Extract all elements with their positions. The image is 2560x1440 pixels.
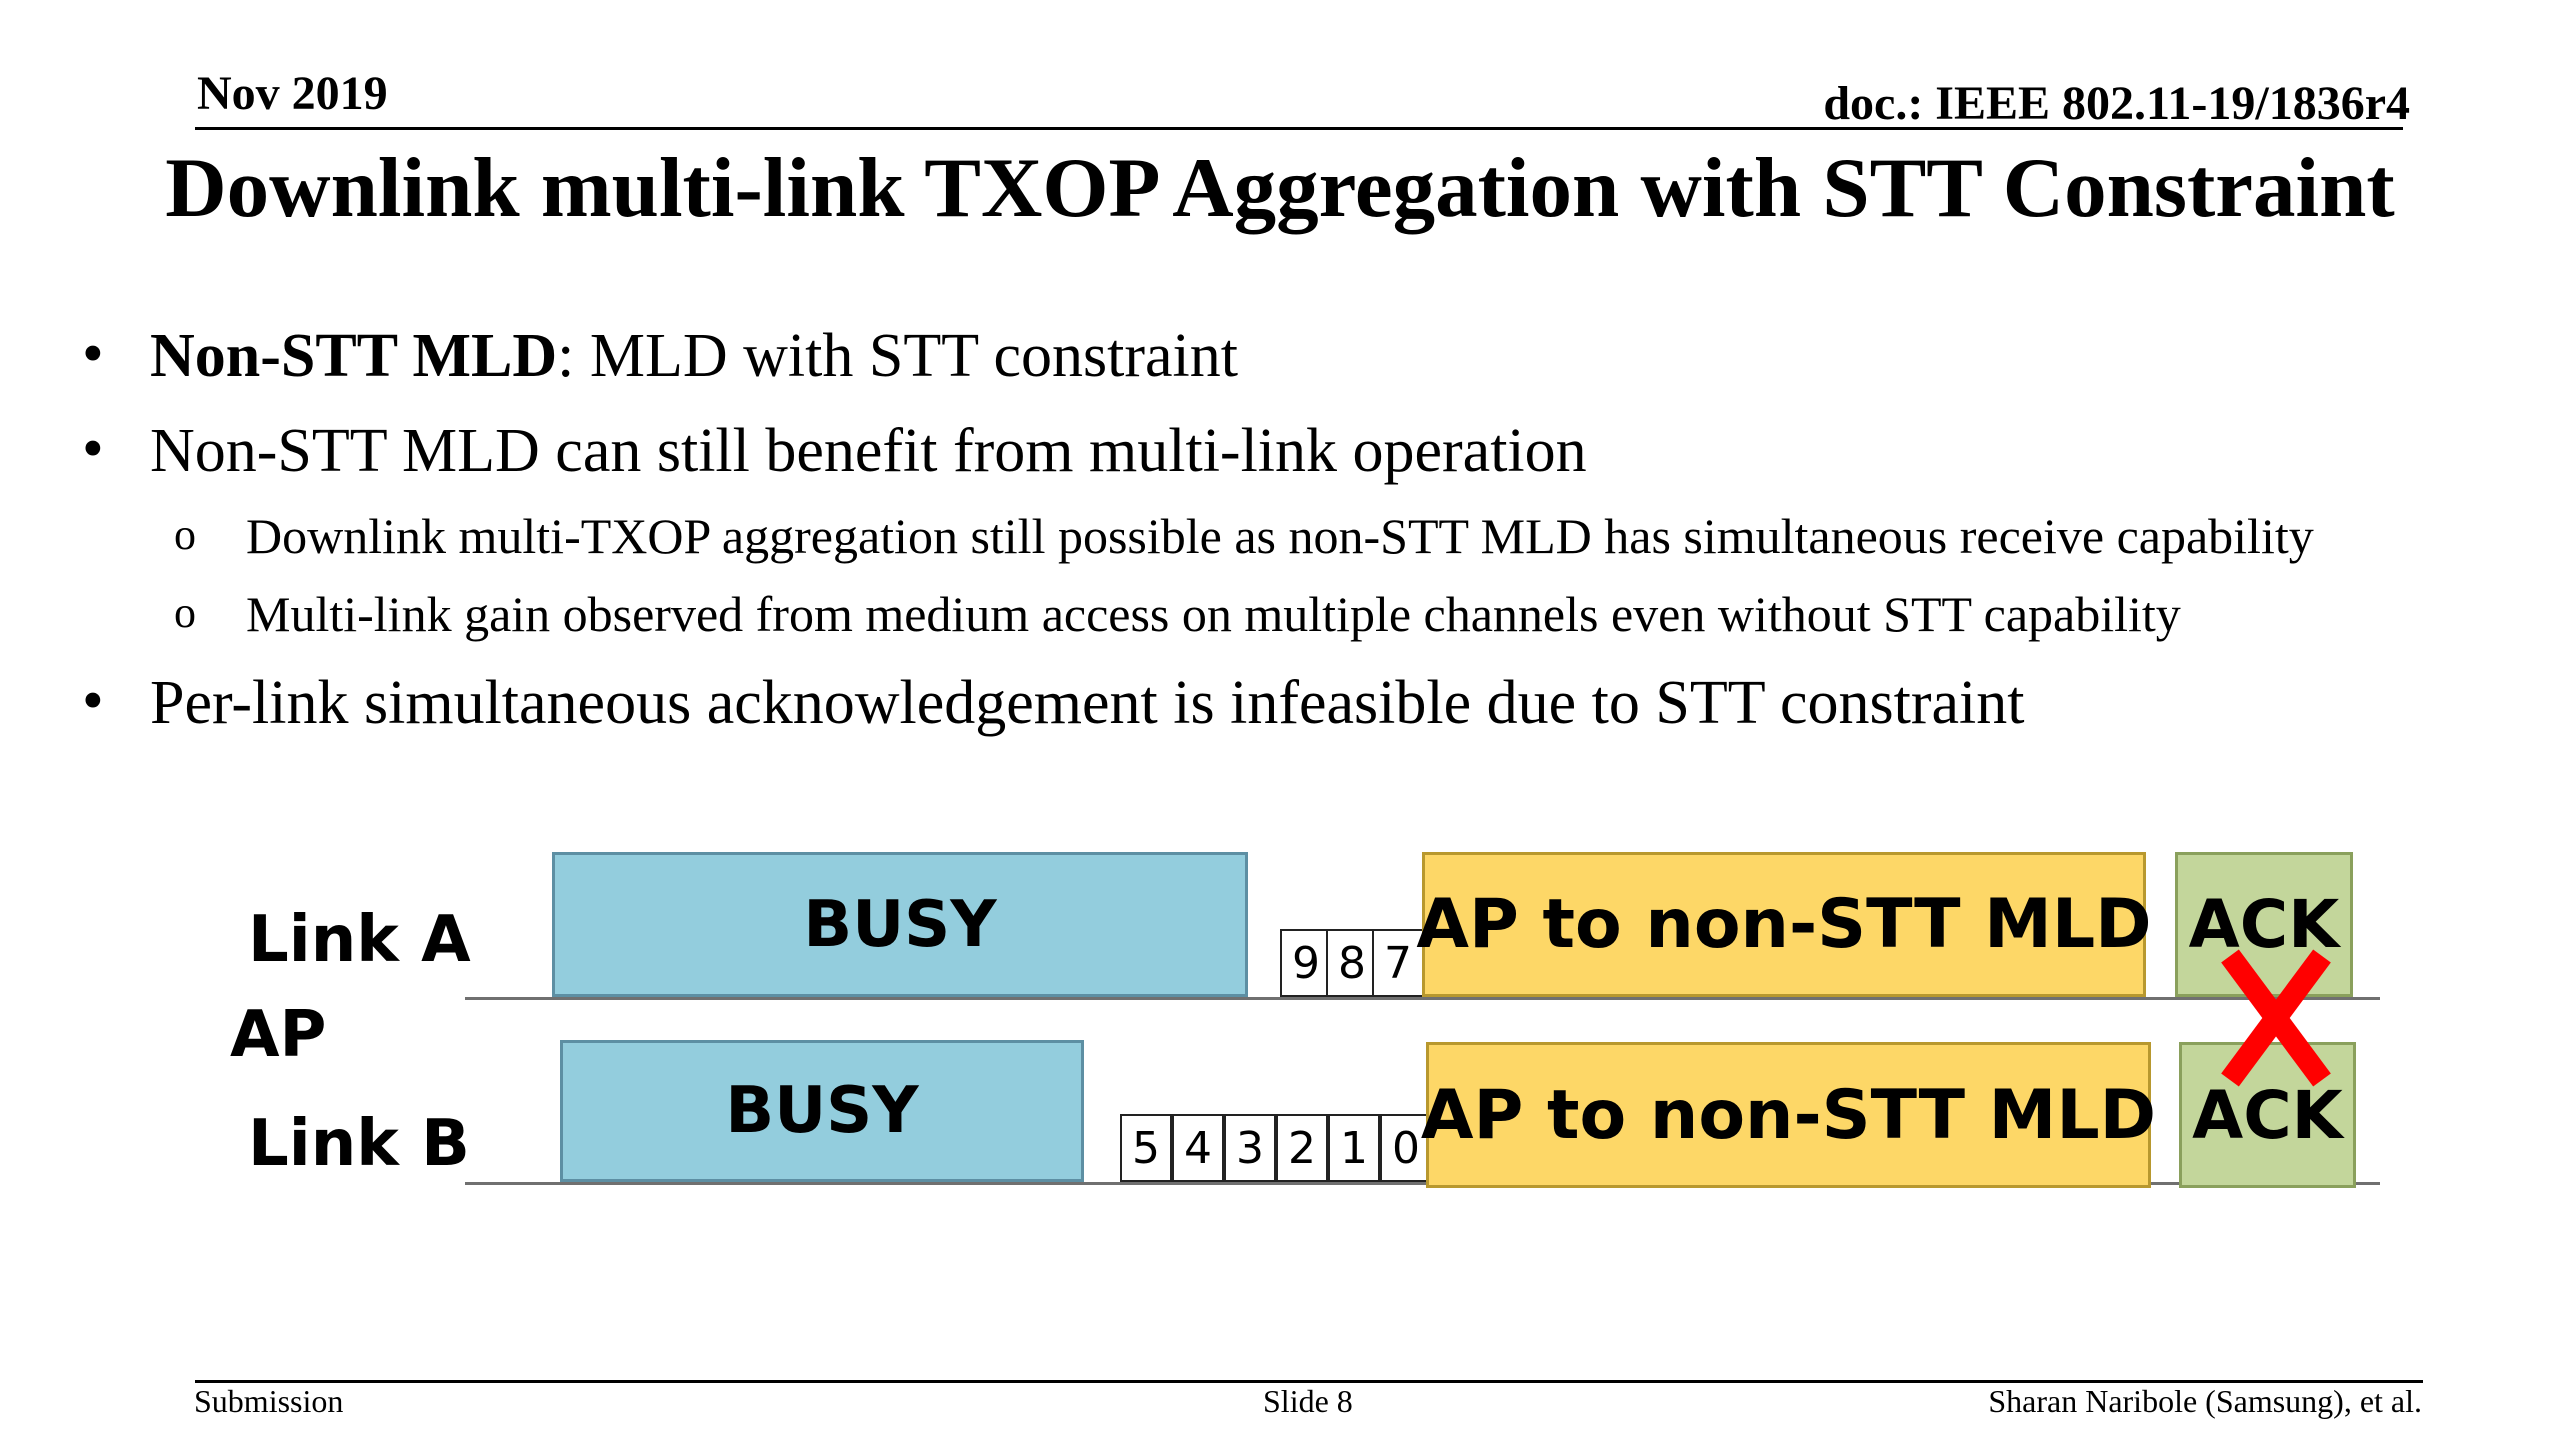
link-b-backoff-slot: 0: [1380, 1114, 1432, 1182]
footer-divider: [195, 1380, 2423, 1383]
ap-label: AP: [230, 998, 327, 1072]
header-date: Nov 2019: [197, 67, 388, 120]
link-b-label: Link B: [248, 1107, 470, 1181]
sub-bullet-item: o Multi-link gain observed from medium a…: [174, 586, 2181, 642]
bullet-text: Per-link simultaneous acknowledgement is…: [150, 669, 2025, 737]
link-a-ack-block: ACK: [2175, 852, 2353, 997]
bullet-item: • Non-STT MLD: MLD with STT constraint: [82, 322, 1238, 390]
link-a-busy-block: BUSY: [552, 852, 1248, 997]
link-a-timeline: [465, 997, 2380, 1000]
footer-submission: Submission: [194, 1383, 344, 1419]
slide-title: Downlink multi-link TXOP Aggregation wit…: [165, 141, 2395, 235]
link-b-busy-block: BUSY: [560, 1040, 1084, 1182]
link-b-tx-block: AP to non-STT MLD: [1421, 1042, 2156, 1188]
link-b-backoff-slot: 3: [1224, 1114, 1276, 1182]
ack-infeasible-x-icon: [2221, 949, 2331, 1087]
bullet-bold-term: Non-STT MLD: [150, 322, 558, 390]
link-b-backoff-slot: 5: [1120, 1114, 1172, 1182]
header-doc-id: doc.: IEEE 802.11-19/1836r4: [1823, 77, 2410, 130]
bullet-circle-icon: o: [174, 510, 196, 559]
link-a-backoff-slot: 9: [1280, 929, 1332, 997]
bullet-dot-icon: •: [82, 415, 104, 483]
header-divider: [195, 127, 2403, 130]
link-a-backoff-slot: 7: [1372, 929, 1424, 997]
link-b-backoff-slot: 1: [1328, 1114, 1380, 1182]
link-b-ack-block: ACK: [2179, 1042, 2356, 1188]
link-a-backoff-slot: 8: [1326, 929, 1378, 997]
footer-author: Sharan Naribole (Samsung), et al.: [1988, 1383, 2422, 1419]
bullet-item: • Per-link simultaneous acknowledgement …: [82, 669, 2025, 737]
sub-bullet-text: Multi-link gain observed from medium acc…: [246, 586, 2181, 642]
bullet-circle-icon: o: [174, 588, 196, 637]
link-b-timeline: [465, 1182, 2380, 1185]
bullet-dot-icon: •: [82, 667, 104, 735]
link-b-backoff-slot: 2: [1276, 1114, 1328, 1182]
sub-bullet-text: Downlink multi-TXOP aggregation still po…: [246, 508, 2314, 564]
bullet-text: Non-STT MLD can still benefit from multi…: [150, 417, 1587, 485]
bullet-item: • Non-STT MLD can still benefit from mul…: [82, 417, 1587, 485]
sub-bullet-item: o Downlink multi-TXOP aggregation still …: [174, 508, 2314, 564]
link-b-backoff-slot: 4: [1172, 1114, 1224, 1182]
footer-slide-number: Slide 8: [1263, 1383, 1353, 1419]
bullet-dot-icon: •: [82, 320, 104, 388]
link-a-tx-block: AP to non-STT MLD: [1416, 852, 2152, 997]
bullet-text: : MLD with STT constraint: [557, 322, 1238, 390]
link-a-label: Link A: [248, 903, 471, 977]
